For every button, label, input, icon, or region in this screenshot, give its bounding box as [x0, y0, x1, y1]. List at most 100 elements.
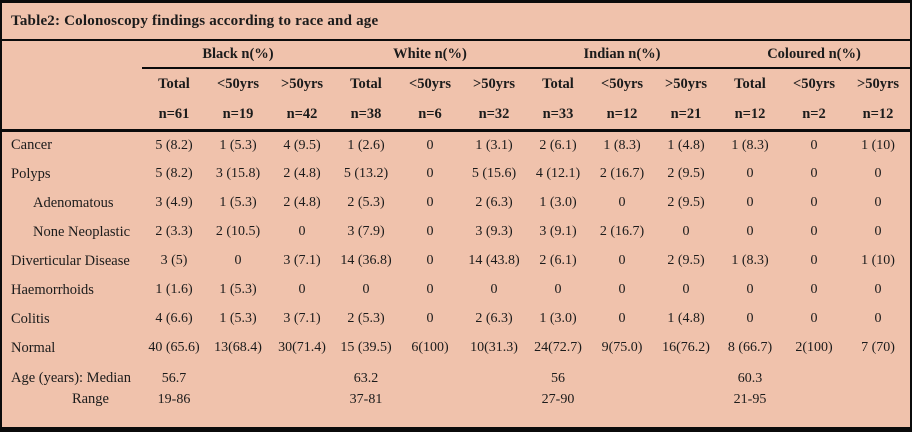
cell-value: 7 (70) [861, 340, 895, 355]
cell-value: 0 [682, 282, 690, 297]
cell-value: 2 (3.3) [155, 224, 193, 239]
count-cell: n=2 [782, 99, 846, 132]
table-caption-bar: Table2: Colonoscopy findings according t… [2, 3, 910, 41]
row-label: None Neoplastic [33, 223, 131, 240]
cell-value: 1 (10) [861, 137, 895, 153]
cell-value: 0 [810, 311, 818, 326]
cell-value: 3 (15.8) [215, 166, 261, 181]
cell-value: 0 [874, 166, 882, 181]
cell-value: 0 [298, 282, 306, 297]
cell-value: 1 (5.3) [219, 311, 257, 326]
cell-value: 1 (3.0) [539, 195, 577, 210]
empty-cell [206, 363, 270, 426]
cell-value: 0 [874, 311, 882, 326]
cell-value: 9(75.0) [601, 340, 643, 355]
cell-value: 4 (9.5) [283, 137, 321, 153]
table-row: None Neoplastic 2 (3.3) 2 (10.5) 0 3 (7.9) 0 3… [2, 218, 910, 247]
table-title: Table2: Colonoscopy findings according t… [11, 12, 379, 29]
age-median-value: 63.2 [353, 370, 379, 386]
subheader-cell: Total [158, 75, 190, 92]
subheader-cell: <50yrs [792, 75, 836, 92]
cell-value: 0 [746, 224, 754, 239]
count-cell: n=12 [718, 99, 782, 132]
table-row: Diverticular Disease 3 (5) 0 3 (7.1) 14 (36.… [2, 247, 910, 276]
count-cell: n=42 [270, 99, 334, 132]
group-header-coloured: Coloured n(%) [718, 41, 910, 69]
cell-value: 0 [810, 137, 818, 153]
age-label-cell: Age (years): Median Range [2, 363, 142, 426]
cell-value: 0 [618, 282, 626, 297]
subheader-cell: <50yrs [600, 75, 644, 92]
cell-value: 2 (4.8) [283, 166, 321, 181]
age-row: Age (years): Median Range 56.7 19-86 63.… [2, 363, 910, 426]
row-label: Cancer [11, 137, 53, 154]
cell-value: 0 [746, 282, 754, 297]
subheader-cell: Total [542, 75, 574, 92]
cell-value: 0 [618, 253, 626, 268]
cell-value: 2 (9.5) [667, 253, 705, 268]
subheader-cell: Total [734, 75, 766, 92]
table-row: Adenomatous 3 (4.9) 1 (5.3) 2 (4.8) 2 (5.3) 0… [2, 189, 910, 218]
cell-value: 0 [746, 195, 754, 210]
empty-cell [590, 363, 654, 426]
cell-value: 2 (6.3) [475, 195, 513, 210]
cell-value: 2 (6.3) [475, 311, 513, 326]
cell-value: 1 (4.8) [667, 137, 705, 153]
empty-cell [398, 363, 462, 426]
table-row: Haemorrhoids 1 (1.6) 1 (5.3) 0 0 0 0 0 0 0 0 0 0 [2, 276, 910, 305]
row-label: Normal [11, 339, 56, 356]
cell-value: 0 [874, 282, 882, 297]
cell-value: 2 (9.5) [667, 166, 705, 181]
subheader-cell: <50yrs [408, 75, 452, 92]
cell-value: 5 (15.6) [471, 166, 517, 181]
cell-value: 1 (5.3) [219, 137, 257, 153]
cell-value: 24(72.7) [534, 340, 582, 355]
cell-value: 0 [426, 282, 434, 297]
cell-value: 15 (39.5) [340, 340, 392, 355]
colonoscopy-findings-table: Black n(%) White n(%) Indian n(%) Colour… [2, 41, 910, 426]
cell-value: 0 [874, 195, 882, 210]
age-median-value: 56.7 [161, 370, 187, 386]
count-cell: n=19 [206, 99, 270, 132]
cell-value: 5 (8.2) [155, 137, 193, 153]
cell-value: 0 [810, 253, 818, 268]
cell-value: 0 [426, 166, 434, 181]
cell-value: 2 (9.5) [667, 195, 705, 210]
cell-value: 14 (36.8) [340, 253, 392, 268]
cell-value: 1 (3.1) [475, 137, 513, 153]
cell-value: 0 [234, 253, 242, 268]
count-cell: n=12 [590, 99, 654, 132]
row-label: Colitis [11, 310, 50, 327]
cell-value: 13(68.4) [214, 340, 262, 355]
cell-value: 0 [810, 224, 818, 239]
cell-value: 2 (10.5) [215, 224, 261, 239]
table-body: Cancer 5 (8.2) 1 (5.3) 4 (9.5) 1 (2.6) 0 1 (3.… [2, 131, 910, 363]
subheader-cell: <50yrs [216, 75, 260, 92]
cell-value: 10(31.3) [470, 340, 518, 355]
cell-value: 1 (4.8) [667, 311, 705, 326]
cell-value: 3 (9.1) [539, 224, 577, 239]
count-cell: n=6 [398, 99, 462, 132]
empty-cell [462, 363, 526, 426]
cell-value: 30(71.4) [278, 340, 326, 355]
empty-cell [2, 99, 142, 132]
cell-value: 0 [426, 195, 434, 210]
row-label: Polyps [11, 165, 51, 182]
cell-value: 3 (7.1) [283, 311, 321, 326]
empty-cell [654, 363, 718, 426]
cell-value: 3 (7.1) [283, 253, 321, 268]
cell-value: 1 (8.3) [603, 137, 641, 153]
group-header-white: White n(%) [334, 41, 526, 69]
cell-value: 0 [618, 311, 626, 326]
cell-value: 1 (1.6) [155, 282, 193, 297]
count-cell: n=21 [654, 99, 718, 132]
cell-value: 3 (4.9) [155, 195, 193, 210]
table-row: Polyps 5 (8.2) 3 (15.8) 2 (4.8) 5 (13.2) 0 5 (… [2, 160, 910, 189]
cell-value: 1 (8.3) [731, 253, 769, 268]
age-value-cell-indian: 56 27-90 [526, 363, 590, 426]
count-cell: n=33 [526, 99, 590, 132]
empty-cell [782, 363, 846, 426]
group-header-indian: Indian n(%) [526, 41, 718, 69]
cell-value: 0 [490, 282, 498, 297]
